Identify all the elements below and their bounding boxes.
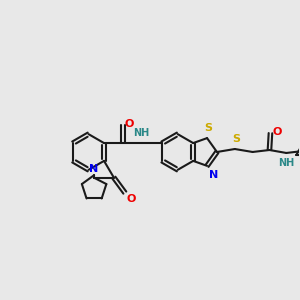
Text: N: N <box>89 164 99 174</box>
Text: O: O <box>272 127 282 137</box>
Text: NH: NH <box>278 158 294 168</box>
Text: O: O <box>125 119 134 129</box>
Text: S: S <box>204 123 212 133</box>
Text: NH: NH <box>134 128 150 138</box>
Text: S: S <box>232 134 240 144</box>
Text: N: N <box>209 170 218 180</box>
Text: O: O <box>127 194 136 204</box>
